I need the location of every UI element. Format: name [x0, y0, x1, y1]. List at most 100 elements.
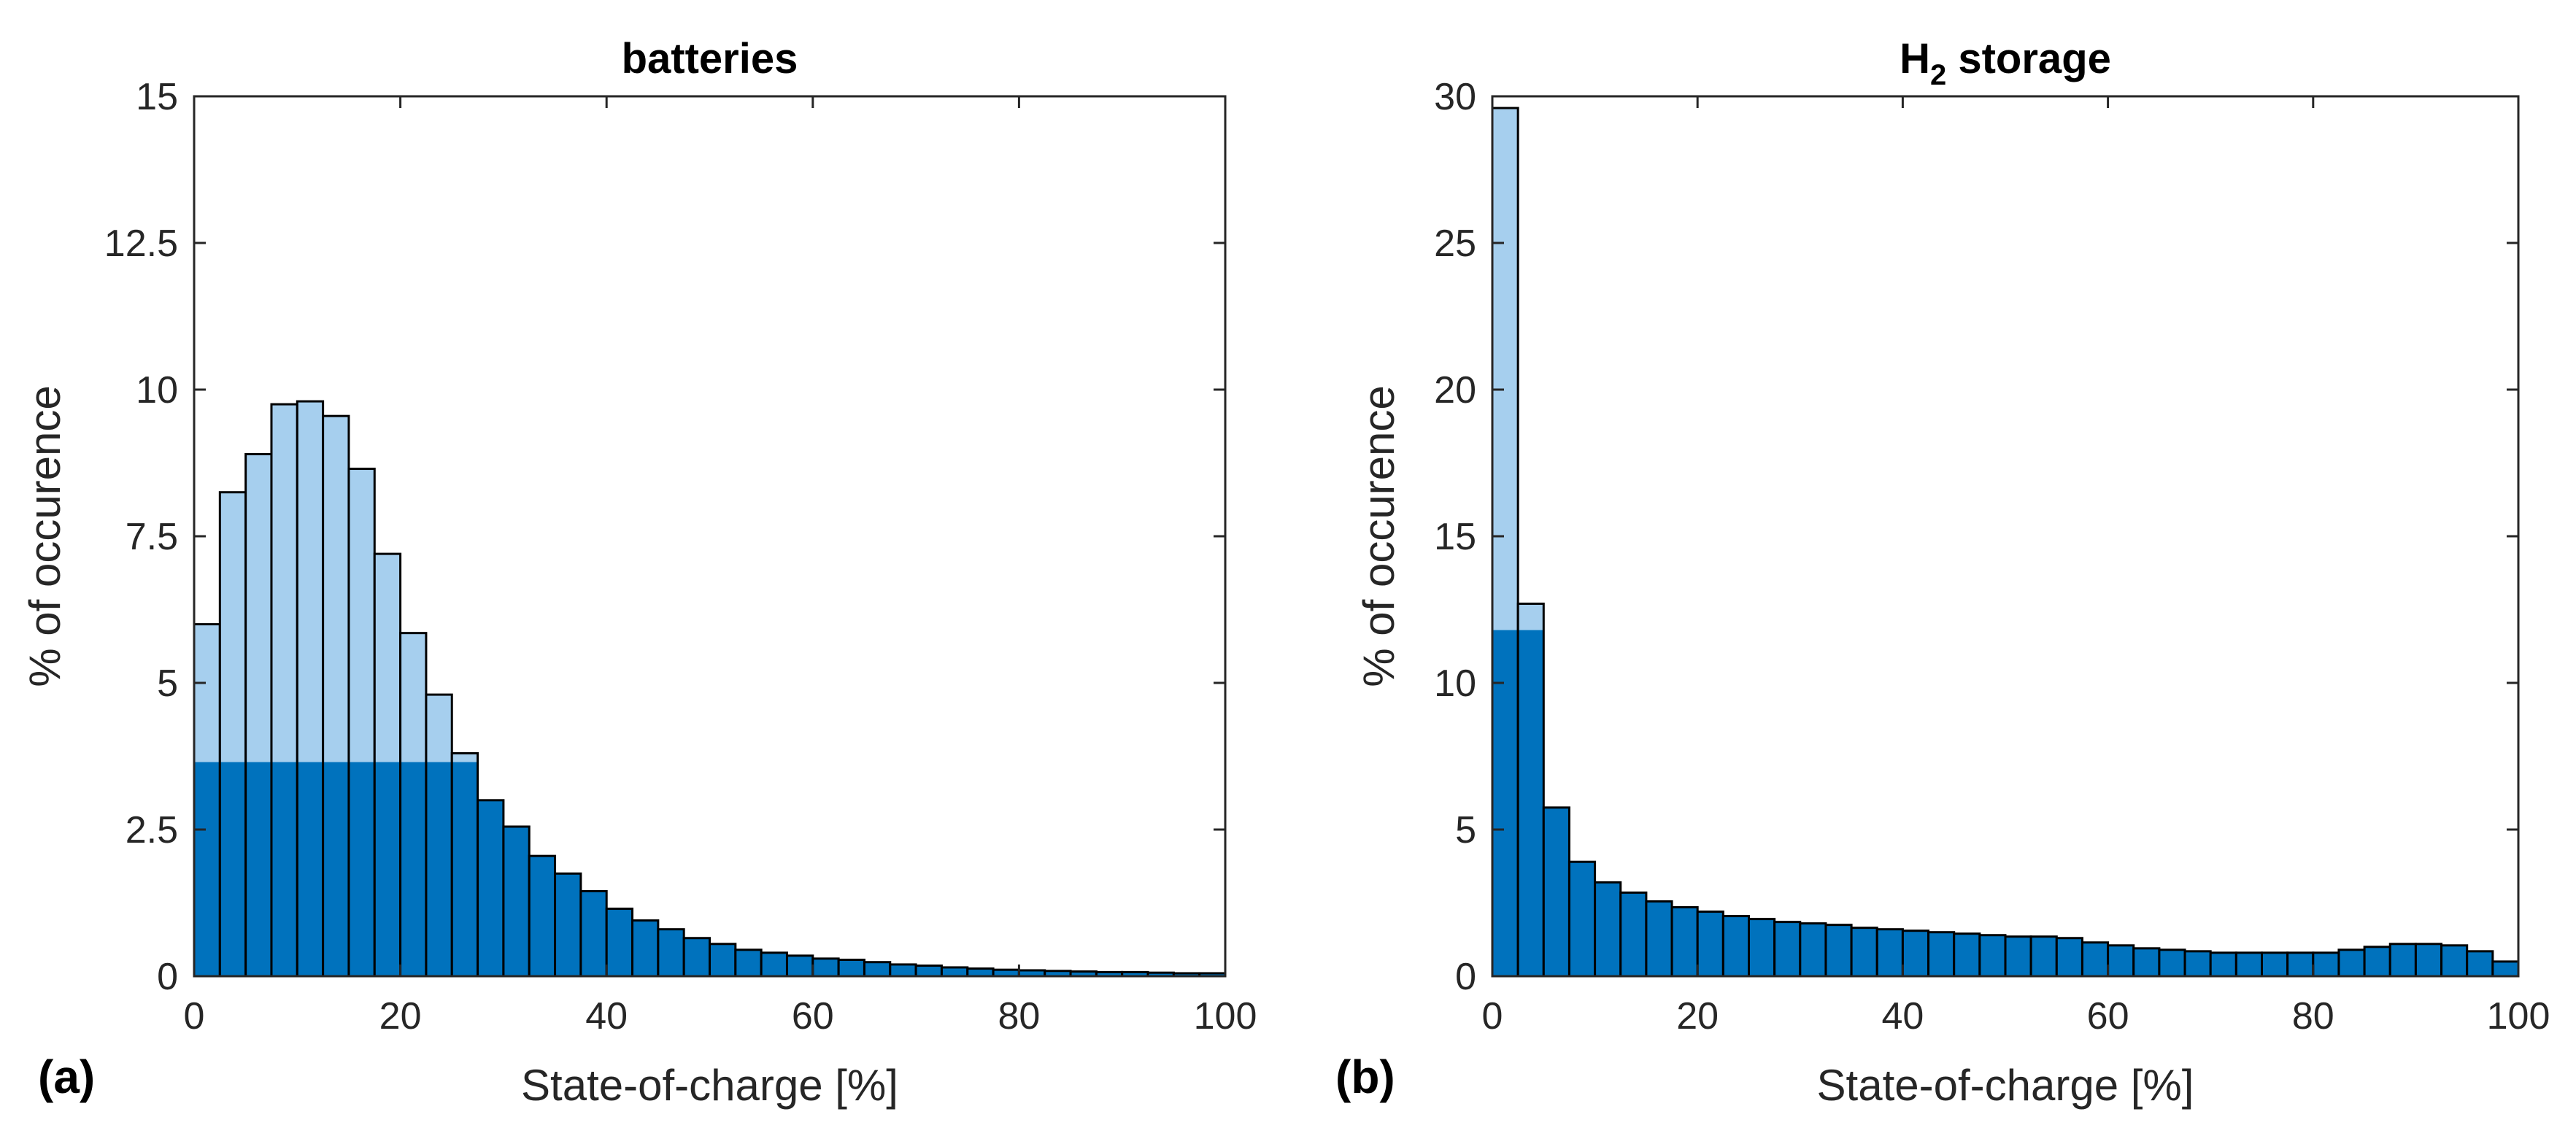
bar-dark: [864, 962, 890, 976]
bar-dark: [220, 762, 246, 976]
bar-dark: [1096, 972, 1122, 976]
bar-dark: [271, 762, 298, 976]
panel-label: (b): [1335, 1051, 1395, 1103]
bar-dark: [993, 970, 1019, 976]
bar-dark: [761, 952, 787, 976]
bar-dark: [1697, 911, 1724, 976]
bar-dark: [503, 826, 530, 976]
bar-dark: [1928, 932, 1954, 976]
x-tick-label: 40: [1881, 995, 1924, 1037]
x-tick-label: 0: [184, 995, 205, 1037]
bar-dark: [632, 920, 658, 976]
y-tick-label: 7.5: [126, 516, 178, 558]
bar-dark: [1594, 882, 1621, 976]
bar-dark: [967, 968, 994, 976]
bar-dark: [1902, 930, 1929, 976]
bar-dark: [194, 762, 220, 976]
bar-dark: [297, 762, 323, 976]
y-tick-label: 5: [157, 662, 178, 705]
bar-dark: [2415, 943, 2442, 976]
x-tick-label: 80: [998, 995, 1040, 1037]
bar-dark: [2031, 936, 2057, 976]
x-axis-label: State-of-charge [%]: [521, 1061, 898, 1110]
bar-dark: [425, 762, 452, 976]
bar-dark: [2338, 949, 2365, 976]
bar-dark: [348, 762, 375, 976]
bar-dark: [2492, 961, 2518, 976]
bar-dark: [1800, 923, 1826, 976]
bar-dark: [709, 943, 736, 976]
bar-dark: [658, 929, 685, 976]
bar-dark: [606, 908, 633, 976]
bar-dark: [684, 938, 710, 976]
bar-dark: [1774, 921, 1800, 976]
x-tick-label: 60: [2087, 995, 2129, 1037]
bar-dark: [1825, 924, 1852, 976]
bar-dark: [1672, 907, 1698, 976]
bar-dark: [1954, 933, 1980, 976]
bar-dark: [916, 965, 942, 976]
bar-dark: [400, 762, 426, 976]
bar-dark: [2133, 948, 2159, 976]
x-tick-label: 40: [585, 995, 628, 1037]
bar-dark: [2082, 942, 2108, 976]
bar-dark: [2467, 951, 2493, 976]
y-axis-label: % of occurence: [20, 385, 69, 687]
bar-dark: [2108, 945, 2134, 976]
bar-dark: [812, 958, 839, 976]
bar-dark: [2287, 952, 2313, 976]
bar-dark: [555, 873, 581, 976]
bar-dark: [1620, 892, 1646, 976]
y-tick-label: 2.5: [126, 809, 178, 851]
bar-dark: [1569, 862, 1595, 976]
bar-dark: [2261, 952, 2288, 976]
bar-dark: [1979, 935, 2005, 976]
y-tick-label: 20: [1434, 369, 1476, 411]
y-tick-label: 5: [1455, 809, 1476, 851]
bar-dark: [1723, 916, 1749, 976]
y-tick-label: 0: [1455, 956, 1476, 998]
bar-dark: [1019, 970, 1045, 976]
bar-dark: [1173, 973, 1200, 976]
bar-dark: [2364, 946, 2391, 976]
y-axis-label: % of occurence: [1354, 385, 1403, 687]
bar-dark: [529, 856, 555, 976]
bar-dark: [245, 762, 271, 976]
x-tick-label: 100: [2487, 995, 2550, 1037]
bar-dark: [2056, 938, 2083, 976]
bar-dark: [2210, 952, 2237, 976]
bar-dark: [2005, 936, 2032, 976]
bar-dark: [1492, 630, 1519, 976]
bar-dark: [1122, 972, 1149, 976]
y-tick-label: 0: [157, 956, 178, 998]
y-tick-label: 15: [136, 76, 178, 118]
bar-dark: [941, 967, 968, 976]
x-tick-label: 20: [1676, 995, 1719, 1037]
bar-dark: [1518, 630, 1544, 976]
bar-dark: [1199, 973, 1225, 976]
y-tick-label: 15: [1434, 516, 1476, 558]
bar-dark: [1044, 970, 1071, 976]
bar-dark: [2236, 952, 2262, 976]
bar-dark: [1071, 971, 1097, 976]
x-axis-label: State-of-charge [%]: [1817, 1061, 2194, 1110]
bar-dark: [2441, 945, 2467, 976]
y-tick-label: 10: [1434, 662, 1476, 705]
x-tick-label: 100: [1194, 995, 1257, 1037]
bar-dark: [323, 762, 349, 976]
panel-b: 0 20 40 60 80 100 0 5 10 15 20 25 30 H2 storage State-…: [1335, 35, 2550, 1110]
bar-dark: [580, 891, 607, 976]
bar-dark: [1877, 929, 1903, 976]
bar-dark: [1148, 973, 1174, 976]
bar-dark: [2390, 943, 2416, 976]
bar-dark: [374, 762, 401, 976]
bar-dark: [1543, 807, 1570, 976]
bar-dark: [735, 949, 762, 976]
x-tick-label: 0: [1482, 995, 1503, 1037]
bar-dark: [2313, 952, 2339, 976]
bar-dark: [2159, 949, 2186, 976]
bar-dark: [838, 959, 865, 976]
bar-dark: [787, 955, 813, 976]
bar-dark: [477, 800, 504, 976]
